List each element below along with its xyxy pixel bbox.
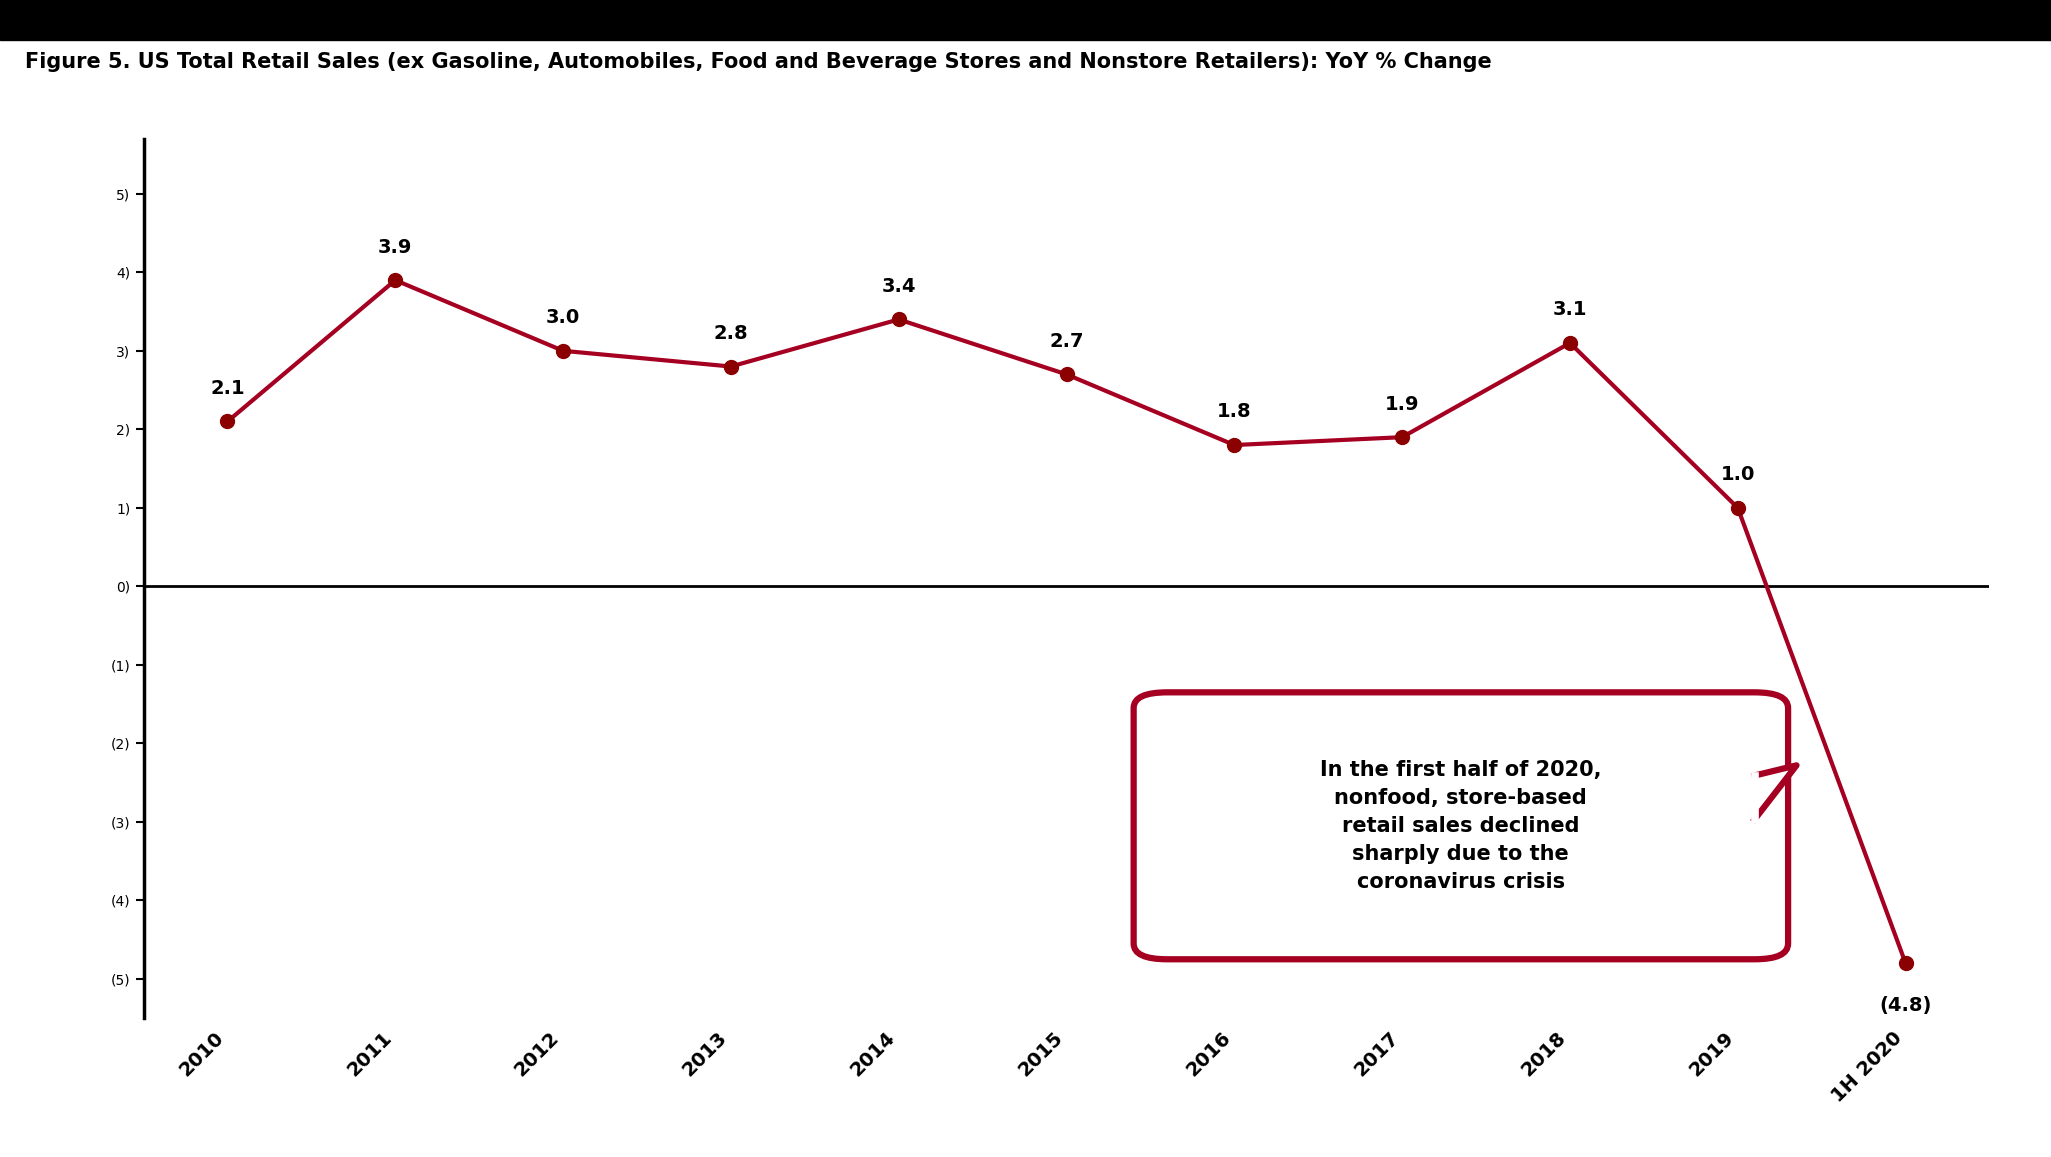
- Text: 2.8: 2.8: [714, 324, 749, 342]
- Text: 1.0: 1.0: [1721, 465, 1756, 485]
- Point: [1218, 436, 1251, 455]
- Text: 3.0: 3.0: [546, 308, 580, 327]
- Point: [211, 412, 244, 430]
- Text: Figure 5. US Total Retail Sales (ex Gasoline, Automobiles, Food and Beverage Sto: Figure 5. US Total Retail Sales (ex Gaso…: [25, 52, 1491, 72]
- Text: 1.8: 1.8: [1216, 403, 1251, 421]
- Text: 2.1: 2.1: [209, 379, 244, 398]
- FancyBboxPatch shape: [1134, 692, 1788, 959]
- Point: [548, 341, 580, 360]
- Point: [1889, 953, 1922, 972]
- Text: In the first half of 2020,
nonfood, store-based
retail sales declined
sharply du: In the first half of 2020, nonfood, stor…: [1321, 760, 1602, 892]
- Text: 3.4: 3.4: [882, 277, 917, 296]
- Point: [1050, 366, 1083, 384]
- Point: [1386, 428, 1419, 447]
- Text: 3.1: 3.1: [1553, 301, 1587, 319]
- Text: 1.9: 1.9: [1384, 395, 1419, 414]
- Polygon shape: [1754, 766, 1797, 819]
- Text: 3.9: 3.9: [377, 237, 412, 257]
- Point: [379, 271, 412, 289]
- Text: (4.8): (4.8): [1879, 996, 1932, 1015]
- Text: 2.7: 2.7: [1050, 332, 1083, 351]
- Point: [1721, 499, 1754, 517]
- Point: [714, 358, 747, 376]
- Point: [882, 310, 915, 329]
- Point: [1553, 333, 1585, 352]
